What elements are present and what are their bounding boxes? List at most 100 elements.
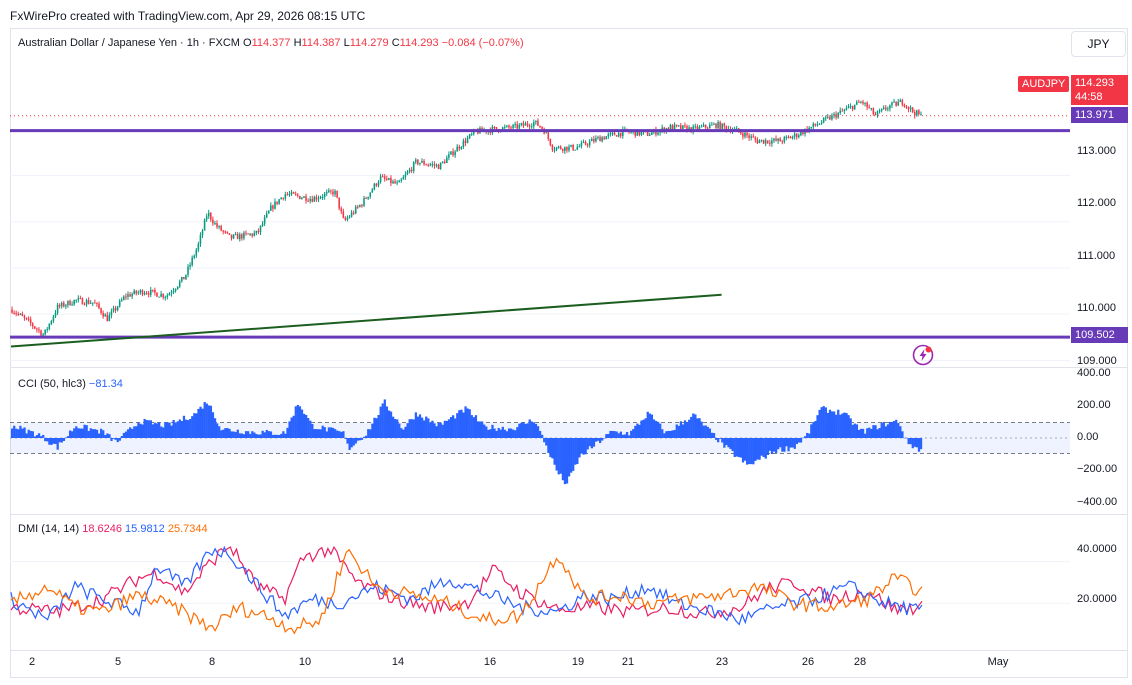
cci-bar bbox=[706, 426, 709, 438]
cci-bar bbox=[895, 419, 898, 438]
candle-body bbox=[207, 212, 210, 217]
cci-bar bbox=[48, 438, 51, 445]
cci-bar bbox=[588, 438, 591, 447]
cci-bar bbox=[671, 430, 674, 438]
cci-bar bbox=[226, 428, 229, 438]
candle-body bbox=[827, 116, 829, 118]
time-tick-label: 10 bbox=[298, 656, 312, 668]
cci-bar bbox=[845, 413, 848, 438]
cci-bar bbox=[514, 430, 517, 438]
cci-bar bbox=[522, 422, 525, 438]
candle-body bbox=[160, 293, 162, 297]
cci-value: −81.34 bbox=[88, 378, 123, 390]
candle-body bbox=[294, 193, 297, 195]
candle-body bbox=[305, 196, 307, 201]
cci-bar bbox=[636, 423, 639, 438]
cci-bar bbox=[191, 416, 194, 438]
cci-bar bbox=[561, 438, 565, 481]
candle-body bbox=[230, 234, 233, 239]
cci-bar bbox=[638, 424, 641, 438]
candle-body bbox=[133, 290, 135, 295]
candle-body bbox=[56, 304, 59, 313]
cci-bar bbox=[445, 420, 449, 438]
candle-body bbox=[762, 139, 765, 144]
candle-body bbox=[404, 174, 407, 178]
candle-body bbox=[228, 233, 231, 235]
cci-bar bbox=[238, 433, 242, 438]
cci-bar bbox=[911, 438, 914, 449]
cci-bar bbox=[164, 422, 167, 438]
cci-bar bbox=[259, 434, 262, 438]
candle-body bbox=[582, 141, 585, 143]
cci-bar bbox=[240, 433, 244, 438]
cci-bar bbox=[781, 438, 784, 452]
candle-body bbox=[446, 157, 448, 163]
lightning-icon[interactable] bbox=[912, 344, 934, 366]
cci-bar bbox=[242, 434, 246, 438]
cci-bar bbox=[13, 425, 16, 438]
cci-bar bbox=[733, 438, 736, 457]
cci-bar bbox=[737, 438, 740, 458]
cci-bar bbox=[261, 430, 264, 438]
candle-body bbox=[383, 176, 386, 179]
cci-bar bbox=[437, 422, 440, 438]
cci-bar bbox=[503, 429, 507, 438]
cci-bar bbox=[516, 427, 519, 438]
cci-bar bbox=[700, 421, 703, 438]
candle-body bbox=[570, 144, 572, 147]
cci-bar bbox=[667, 430, 670, 438]
candle-body bbox=[549, 138, 552, 146]
candle-body bbox=[89, 303, 92, 305]
candle-body bbox=[48, 323, 51, 330]
cci-bar bbox=[752, 438, 755, 465]
pane-separator[interactable] bbox=[10, 367, 1128, 368]
cci-bar bbox=[273, 434, 277, 438]
candle-body bbox=[218, 226, 220, 228]
cci-bar bbox=[899, 426, 902, 438]
cci-bar bbox=[799, 438, 803, 443]
cci-bar bbox=[731, 438, 734, 452]
time-tick-label: 16 bbox=[483, 656, 497, 668]
cci-bar bbox=[292, 415, 295, 438]
candle-body bbox=[758, 140, 761, 144]
candle-body bbox=[862, 101, 864, 104]
candle-body bbox=[547, 132, 550, 139]
candle-body bbox=[855, 101, 858, 105]
cci-bar bbox=[847, 415, 850, 438]
candle-body bbox=[657, 132, 659, 135]
candle-body bbox=[38, 329, 40, 331]
candle-body bbox=[528, 125, 531, 127]
cci-bar bbox=[810, 424, 813, 438]
cci-bar bbox=[151, 424, 155, 438]
candle-body bbox=[197, 243, 200, 250]
currency-button[interactable]: JPY bbox=[1071, 31, 1126, 57]
cci-bar bbox=[520, 422, 523, 438]
cci-bar bbox=[244, 431, 248, 438]
cci-bar bbox=[545, 438, 548, 446]
candle-body bbox=[236, 234, 239, 240]
cci-bar bbox=[348, 438, 351, 450]
candle-body bbox=[102, 312, 104, 317]
candle-body bbox=[73, 300, 75, 305]
cci-bar bbox=[222, 429, 225, 438]
candle-body bbox=[835, 113, 837, 118]
cci-bar bbox=[135, 426, 138, 438]
candle-body bbox=[348, 216, 351, 218]
cci-bar bbox=[83, 424, 86, 438]
candle-body bbox=[609, 133, 612, 135]
cci-bar bbox=[460, 409, 463, 438]
cci-bar bbox=[79, 428, 82, 438]
cci-bar bbox=[182, 415, 186, 438]
cci-bar bbox=[621, 434, 625, 438]
pane-separator[interactable] bbox=[10, 514, 1128, 515]
candle-body bbox=[263, 217, 266, 224]
candle-body bbox=[636, 129, 639, 136]
cci-bar bbox=[203, 402, 206, 438]
candle-body bbox=[464, 140, 467, 143]
candle-body bbox=[667, 128, 670, 130]
cci-bar bbox=[139, 423, 142, 438]
candle-body bbox=[187, 266, 189, 275]
candle-body bbox=[822, 117, 825, 123]
candle-body bbox=[100, 308, 102, 313]
